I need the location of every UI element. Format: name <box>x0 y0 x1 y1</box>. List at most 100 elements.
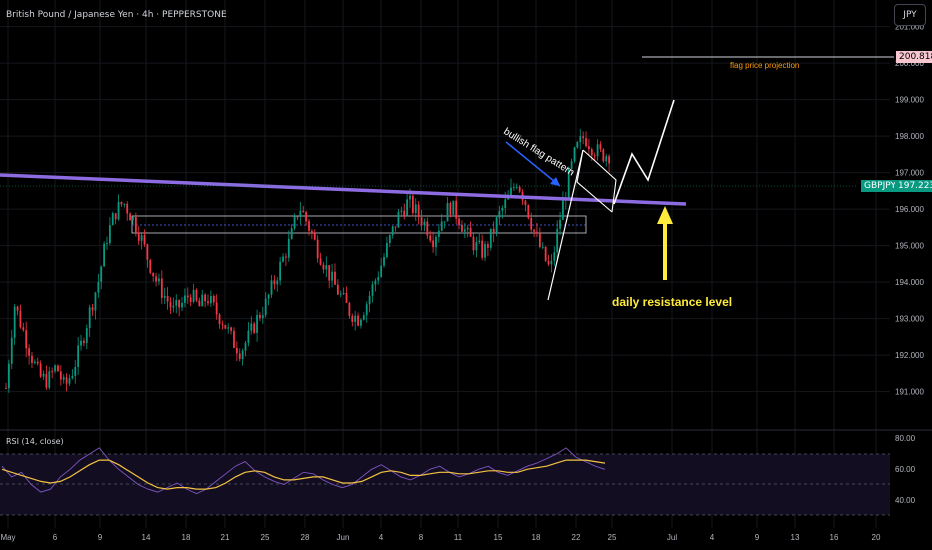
candle-body <box>83 340 85 343</box>
candle-body <box>504 199 507 208</box>
projection-price-tag: 200.818 <box>896 51 932 63</box>
candle-body <box>28 348 30 356</box>
candle-body <box>426 221 429 236</box>
candle-body <box>492 228 495 234</box>
candle-body <box>472 236 475 251</box>
currency-button[interactable]: JPY <box>894 4 926 26</box>
candle-body <box>397 211 400 228</box>
candle-body <box>380 265 383 277</box>
candle-body <box>357 315 359 326</box>
projection-label: flag price projection <box>730 61 799 70</box>
candle-body <box>221 324 224 326</box>
candle-body <box>605 156 608 162</box>
candle-body <box>195 289 198 301</box>
candle-body <box>489 228 492 248</box>
candle-body <box>227 327 230 329</box>
candle-body <box>108 225 111 244</box>
x-tick-label: 13 <box>791 533 800 542</box>
candle-body <box>233 330 235 348</box>
x-tick-label: Jun <box>337 533 350 542</box>
candle-body <box>590 149 593 156</box>
candle-body <box>230 327 232 331</box>
rsi-tick-label: 60.00 <box>895 465 916 474</box>
candle-body <box>455 200 458 219</box>
candle-body <box>449 202 452 215</box>
candle-body <box>400 210 403 212</box>
candle-body <box>495 217 498 234</box>
candle-body <box>406 199 409 216</box>
rsi-tick-label: 40.00 <box>895 496 916 505</box>
candle-body <box>478 240 481 242</box>
x-tick-label: 25 <box>608 533 617 542</box>
candle-body <box>296 216 299 218</box>
candle-body <box>576 142 579 148</box>
axes: 201.000 200.000 199.000 198.000 197.000 196.0… <box>0 23 924 542</box>
candle-body <box>273 280 276 285</box>
candle-body <box>62 377 65 380</box>
x-tick-label: 14 <box>142 533 151 542</box>
candle-body <box>215 302 218 315</box>
candle-body <box>466 227 469 230</box>
candle-body <box>129 213 131 221</box>
candle-body <box>7 363 10 389</box>
candle-body <box>559 219 561 229</box>
flag-label: bullish flag pattern <box>501 126 576 178</box>
candle-body <box>250 323 253 331</box>
candle-body <box>85 328 88 343</box>
candle-body <box>261 315 264 319</box>
candle-body <box>166 295 169 302</box>
y-tick-label: 201.000 <box>895 23 924 32</box>
candle-body <box>88 307 91 329</box>
x-tick-label: 11 <box>454 533 463 542</box>
y-tick-label: 194.000 <box>895 278 924 287</box>
candle-body <box>97 281 100 293</box>
candle-body <box>114 213 117 220</box>
y-tick-label: 192.000 <box>895 351 924 360</box>
candle-body <box>316 239 319 259</box>
candle-body <box>238 353 241 359</box>
y-tick-label: 199.000 <box>895 96 924 105</box>
flagpole-line[interactable] <box>547 149 584 301</box>
x-tick-label: 15 <box>494 533 503 542</box>
candle-body <box>510 187 512 196</box>
candle-body <box>391 226 394 236</box>
resistance-arrowhead <box>657 206 673 224</box>
y-tick-label: 198.000 <box>895 132 924 141</box>
candle-body <box>25 330 28 349</box>
resistance-label: daily resistance level <box>612 295 732 309</box>
candle-body <box>342 292 345 294</box>
candle-body <box>440 221 443 231</box>
candle-body <box>65 377 68 384</box>
candle-body <box>146 244 149 260</box>
candle-body <box>201 294 204 307</box>
candle-body <box>80 340 82 346</box>
candle-body <box>573 147 576 162</box>
candle-body <box>152 272 155 277</box>
candle-body <box>212 295 215 303</box>
candle-body <box>518 186 521 192</box>
candle-body <box>36 361 39 364</box>
projection-path[interactable] <box>613 99 675 205</box>
candle-body <box>599 144 602 150</box>
candle-body <box>51 371 54 373</box>
candle-body <box>527 205 530 219</box>
candle-body <box>198 300 201 307</box>
candle-body <box>322 264 325 270</box>
candle-body <box>602 149 605 162</box>
rsi-indicator-label[interactable]: RSI (14, close) <box>6 437 64 446</box>
candle-body <box>178 299 181 308</box>
bullish-flag-shape[interactable] <box>576 149 617 213</box>
candle-body <box>446 202 449 222</box>
candle-body <box>71 375 74 379</box>
x-tick-label: 22 <box>572 533 581 542</box>
candle-body <box>42 373 45 377</box>
x-tick-label: 8 <box>419 533 424 542</box>
candle-body <box>544 246 547 261</box>
candle-body <box>31 355 33 363</box>
candle-body <box>351 315 354 322</box>
candle-body <box>192 289 195 302</box>
candle-body <box>420 217 423 226</box>
candle-body <box>285 256 287 258</box>
candle-body <box>512 187 515 189</box>
